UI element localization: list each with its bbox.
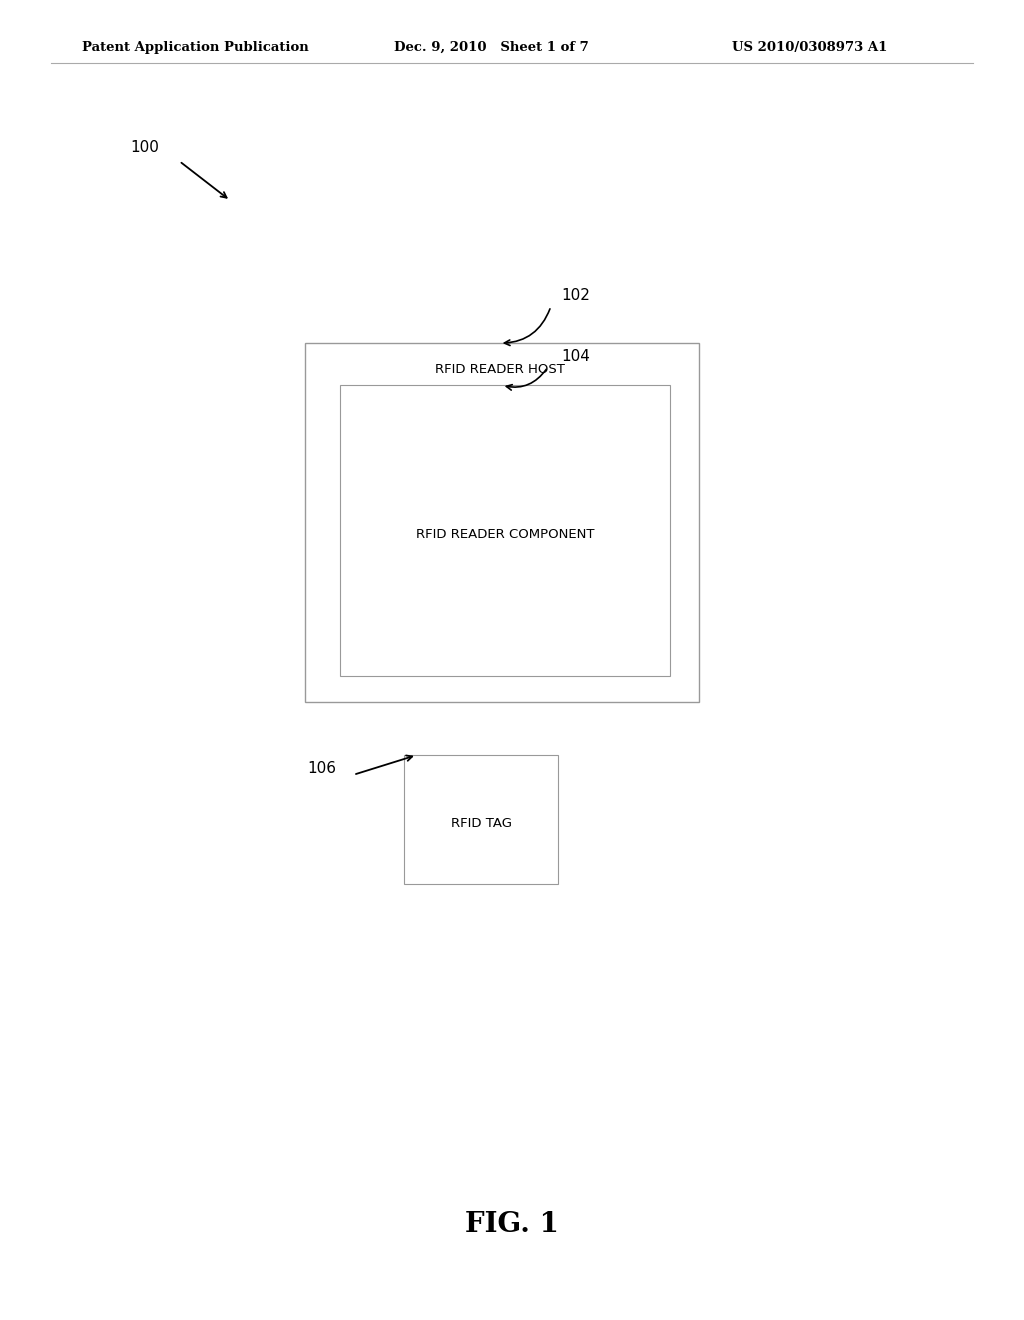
Text: Patent Application Publication: Patent Application Publication <box>82 41 308 54</box>
Text: 102: 102 <box>561 288 590 304</box>
Bar <box>340 385 670 676</box>
Text: Dec. 9, 2010   Sheet 1 of 7: Dec. 9, 2010 Sheet 1 of 7 <box>394 41 589 54</box>
Bar <box>404 755 558 884</box>
Bar <box>305 343 699 702</box>
Text: 106: 106 <box>307 760 336 776</box>
Text: RFID READER HOST: RFID READER HOST <box>435 363 564 376</box>
Text: RFID TAG: RFID TAG <box>451 817 512 830</box>
Text: FIG. 1: FIG. 1 <box>465 1212 559 1238</box>
Text: 100: 100 <box>130 140 159 156</box>
Text: US 2010/0308973 A1: US 2010/0308973 A1 <box>732 41 888 54</box>
Text: 104: 104 <box>561 348 590 364</box>
Text: RFID READER COMPONENT: RFID READER COMPONENT <box>416 528 594 541</box>
